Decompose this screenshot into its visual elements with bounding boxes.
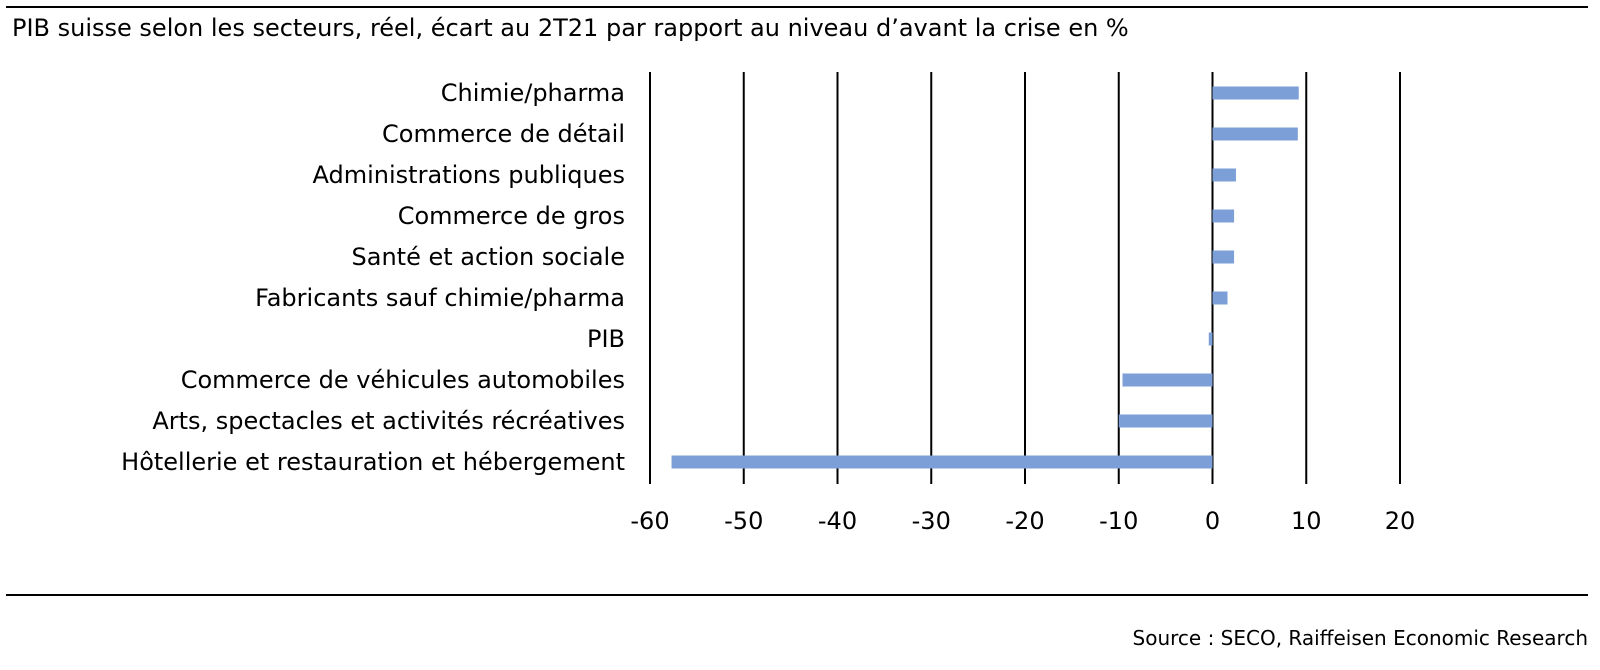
category-label: Commerce de véhicules automobiles <box>181 366 625 394</box>
bar <box>1122 373 1213 387</box>
x-tick-label: -50 <box>724 507 763 535</box>
x-tick-label: -30 <box>912 507 951 535</box>
category-label: PIB <box>587 325 625 353</box>
x-tick-label: -60 <box>630 507 669 535</box>
bar <box>1208 332 1213 346</box>
bar <box>671 455 1213 469</box>
category-label: Hôtellerie et restauration et hébergemen… <box>121 448 625 476</box>
category-label: Chimie/pharma <box>441 79 625 107</box>
bottom-rule <box>6 594 1588 596</box>
category-label: Administrations publiques <box>313 161 625 189</box>
bar <box>1118 414 1213 428</box>
bar <box>1212 127 1298 141</box>
category-label: Commerce de gros <box>398 202 625 230</box>
bar <box>1212 86 1299 100</box>
bar-chart: Chimie/pharma Commerce de détail Administr… <box>121 72 1416 535</box>
source-note: Source : SECO, Raiffeisen Economic Resea… <box>1132 626 1588 650</box>
x-tick-label: -10 <box>1099 507 1138 535</box>
top-rule <box>6 6 1588 8</box>
bar <box>1212 291 1228 305</box>
bar <box>1212 250 1235 264</box>
bar <box>1212 168 1236 182</box>
chart-title: PIB suisse selon les secteurs, réel, éca… <box>12 14 1129 42</box>
bar <box>1212 209 1235 223</box>
x-tick-label: -40 <box>818 507 857 535</box>
category-label: Santé et action sociale <box>352 243 625 271</box>
category-label: Arts, spectacles et activités récréative… <box>152 407 625 435</box>
x-tick-label: 10 <box>1291 507 1322 535</box>
x-tick-label: 0 <box>1205 507 1220 535</box>
x-tick-label: -20 <box>1005 507 1044 535</box>
x-tick-label: 20 <box>1385 507 1416 535</box>
category-label: Fabricants sauf chimie/pharma <box>255 284 625 312</box>
category-label: Commerce de détail <box>382 120 625 148</box>
